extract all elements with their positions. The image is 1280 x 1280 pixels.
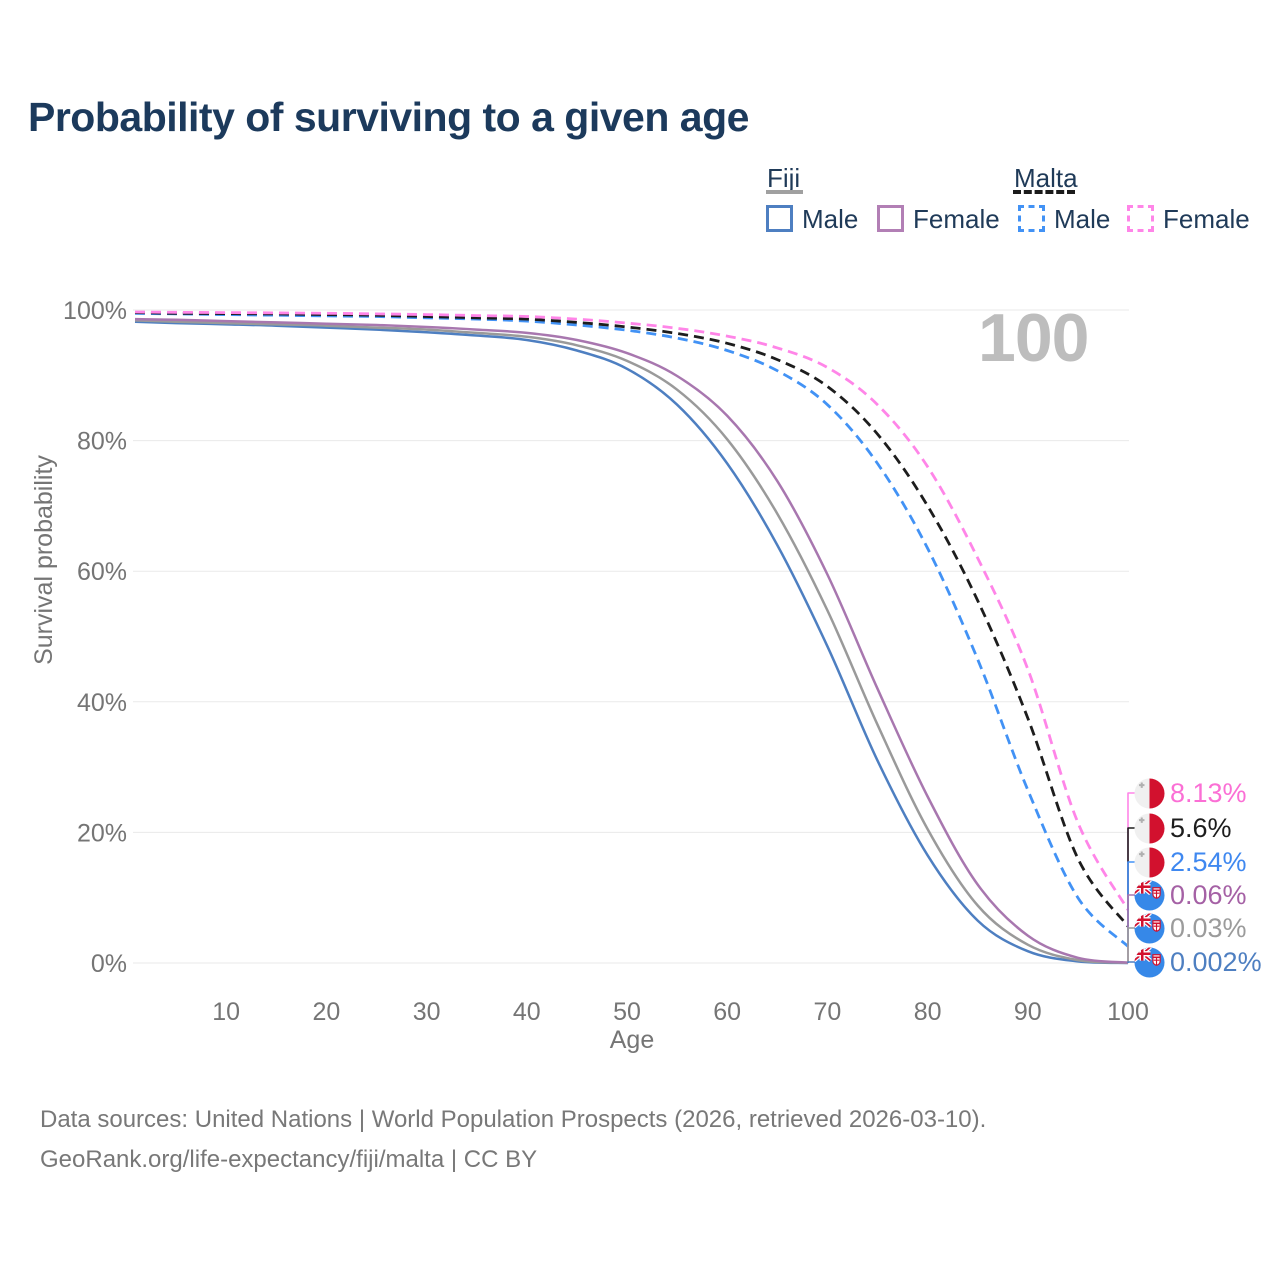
malta-male-curve[interactable] xyxy=(134,311,1129,948)
legend-label-malta-female[interactable]: Female xyxy=(1163,204,1250,234)
endpoint-value-label: 0.03% xyxy=(1170,912,1247,943)
x-tick-label: 10 xyxy=(212,998,240,1026)
x-tick-label: 60 xyxy=(713,998,741,1026)
footer-data-sources: Data sources: United Nations | World Pop… xyxy=(40,1106,987,1133)
x-tick-label: 90 xyxy=(1014,998,1042,1026)
endpoint-row: 2.54% xyxy=(1134,845,1247,879)
malta-both-sexes-curve[interactable] xyxy=(134,311,1130,928)
legend-malta-line-sample xyxy=(1013,190,1075,194)
malta-female-curve[interactable] xyxy=(134,310,1130,911)
endpoint-row: 0.03% xyxy=(1134,911,1247,945)
legend-swatch-malta-female[interactable] xyxy=(1127,205,1154,232)
endpoint-value-label: 0.06% xyxy=(1170,879,1247,910)
fiji-both-sexes-curve[interactable] xyxy=(134,319,1129,965)
y-tick-label: 0% xyxy=(91,950,127,978)
x-tick-label: 20 xyxy=(312,998,340,1026)
y-tick-label: 100% xyxy=(63,297,127,325)
y-tick-label: 80% xyxy=(77,428,127,456)
legend-swatch-fiji-female[interactable] xyxy=(877,205,904,232)
fiji-flag-icon xyxy=(1134,913,1165,944)
x-axis-title: Age xyxy=(610,1026,654,1054)
fiji-male-curve[interactable] xyxy=(134,320,1129,965)
endpoint-value-label: 0.002% xyxy=(1170,946,1262,977)
y-tick-label: 20% xyxy=(77,819,127,847)
legend-label-malta-male[interactable]: Male xyxy=(1054,204,1111,234)
endpoint-value-label: 8.13% xyxy=(1170,777,1247,808)
malta-flag-icon xyxy=(1134,812,1165,844)
y-tick-label: 40% xyxy=(77,689,127,717)
age-watermark: 100 xyxy=(978,300,1089,376)
x-tick-label: 80 xyxy=(914,998,942,1026)
endpoint-row: 8.13% xyxy=(1134,776,1247,810)
fiji-flag-icon xyxy=(1134,947,1165,978)
y-axis-title: Survival probability xyxy=(30,455,58,665)
endpoint-row: 0.002% xyxy=(1134,945,1262,979)
chart-title: Probability of surviving to a given age xyxy=(28,94,749,140)
endpoint-value-label: 5.6% xyxy=(1170,812,1232,843)
endpoint-row: 5.6% xyxy=(1134,811,1232,845)
x-tick-label: 70 xyxy=(813,998,841,1026)
legend-country-fiji: Fiji xyxy=(767,163,801,193)
endpoint-value-label: 2.54% xyxy=(1170,846,1247,877)
legend-swatch-malta-male[interactable] xyxy=(1018,205,1045,232)
legend-label-fiji-female[interactable]: Female xyxy=(913,204,1000,234)
legend-country-malta: Malta xyxy=(1014,163,1078,193)
malta-flag-icon xyxy=(1134,846,1165,878)
endpoint-connector xyxy=(1127,927,1137,963)
x-tick-label: 100 xyxy=(1107,998,1149,1026)
legend-swatch-fiji-male[interactable] xyxy=(766,205,793,232)
legend-fiji-line-sample xyxy=(766,190,803,194)
footer-attribution: GeoRank.org/life-expectancy/fiji/malta |… xyxy=(40,1146,538,1173)
x-tick-label: 50 xyxy=(613,998,641,1026)
malta-flag-icon xyxy=(1134,777,1165,809)
gridlines xyxy=(133,309,1129,964)
fiji-female-curve[interactable] xyxy=(134,317,1129,964)
endpoint-connector xyxy=(1127,961,1137,963)
legend-label-fiji-male[interactable]: Male xyxy=(802,204,859,234)
y-tick-label: 60% xyxy=(77,558,127,586)
x-tick-label: 40 xyxy=(513,998,541,1026)
endpoint-row: 0.06% xyxy=(1134,878,1247,912)
x-tick-label: 30 xyxy=(413,998,441,1026)
fiji-flag-icon xyxy=(1134,880,1165,911)
